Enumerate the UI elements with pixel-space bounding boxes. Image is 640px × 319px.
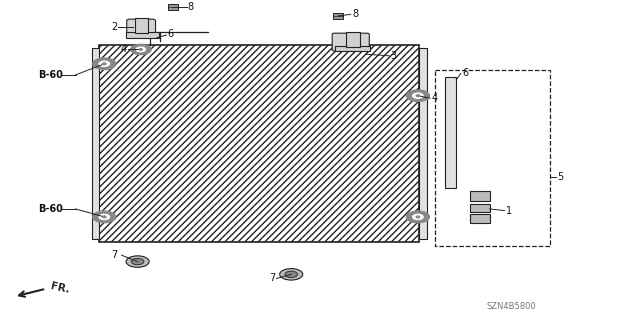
Text: B-60: B-60: [38, 204, 63, 214]
Circle shape: [140, 49, 142, 50]
Circle shape: [406, 90, 429, 101]
Text: 1: 1: [506, 205, 512, 216]
Bar: [470, 191, 490, 201]
Circle shape: [406, 211, 429, 223]
Text: 6: 6: [168, 29, 174, 40]
Circle shape: [93, 58, 116, 70]
Bar: [470, 214, 490, 223]
Bar: [445, 77, 456, 188]
Circle shape: [131, 44, 151, 55]
Bar: [126, 32, 159, 38]
Circle shape: [93, 211, 116, 223]
Text: 5: 5: [557, 172, 563, 182]
Circle shape: [102, 63, 106, 65]
Circle shape: [126, 256, 149, 267]
Circle shape: [99, 61, 109, 66]
Bar: [333, 13, 343, 19]
Circle shape: [413, 214, 423, 219]
Bar: [99, 45, 419, 242]
Text: 8: 8: [352, 9, 358, 19]
Text: 8: 8: [188, 2, 194, 12]
Text: FR.: FR.: [50, 281, 71, 295]
Bar: [346, 32, 360, 47]
Bar: [470, 204, 490, 212]
Bar: [168, 4, 178, 10]
Text: 4: 4: [431, 93, 438, 103]
FancyBboxPatch shape: [127, 19, 156, 38]
Text: B-60: B-60: [38, 70, 63, 80]
Text: SZN4B5800: SZN4B5800: [486, 302, 536, 311]
Text: 2: 2: [111, 22, 117, 32]
Bar: [135, 18, 148, 33]
Circle shape: [285, 271, 298, 278]
Circle shape: [136, 47, 145, 52]
Circle shape: [413, 93, 423, 98]
Text: HondaPartsNow.com: HondaPartsNow.com: [206, 139, 300, 148]
Text: 4: 4: [120, 44, 127, 55]
Text: 6: 6: [462, 68, 468, 78]
Text: 3: 3: [390, 51, 397, 61]
Circle shape: [416, 95, 420, 97]
Bar: [92, 48, 99, 239]
Bar: [335, 46, 370, 51]
Circle shape: [131, 258, 144, 265]
Text: 7: 7: [269, 273, 275, 284]
Circle shape: [102, 216, 106, 218]
Text: 7: 7: [111, 249, 117, 260]
Bar: [419, 48, 427, 239]
FancyBboxPatch shape: [332, 33, 369, 51]
Circle shape: [416, 216, 420, 218]
Bar: [435, 70, 550, 246]
Circle shape: [280, 269, 303, 280]
Circle shape: [99, 214, 109, 219]
